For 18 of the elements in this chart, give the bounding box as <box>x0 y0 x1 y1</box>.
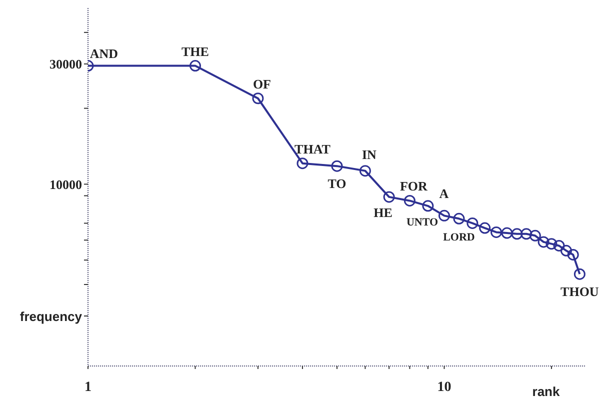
annotation: HE <box>374 204 392 220</box>
x-axis-title: rank <box>532 384 560 399</box>
annotation: IN <box>362 146 378 162</box>
y-axis-title: frequency <box>20 309 83 324</box>
annotation: TO <box>328 176 346 192</box>
x-tick-label: 10 <box>437 380 452 395</box>
annotation: THAT <box>294 141 331 156</box>
y-tick-label: 30000 <box>50 56 82 72</box>
annotation: LORD <box>443 232 475 244</box>
annotation: THOU <box>560 284 600 300</box>
annotation: A <box>439 186 450 201</box>
annotation: OF <box>252 76 272 92</box>
annotation: AND <box>90 46 118 61</box>
y-tick-label: 10000 <box>50 176 82 192</box>
annotation: UNTO <box>406 216 438 229</box>
annotation: FOR <box>400 178 428 194</box>
x-tick-label: 1 <box>84 380 92 395</box>
annotation: THE <box>182 44 209 59</box>
